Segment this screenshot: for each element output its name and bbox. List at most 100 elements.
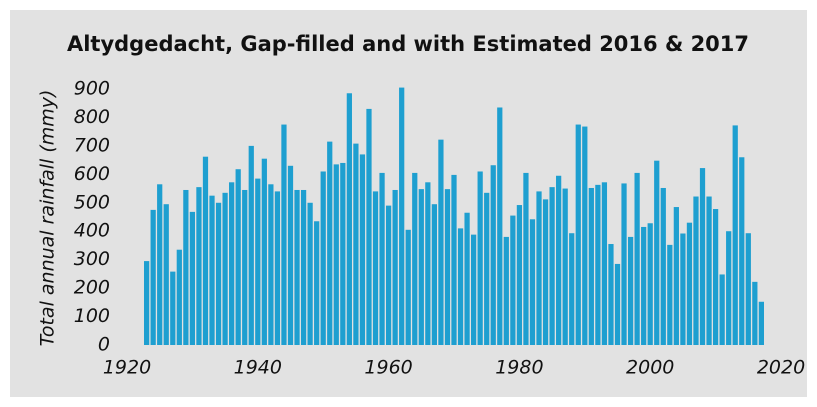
y-tick-label: 300 [74,248,110,270]
bar [523,172,529,345]
bar [654,160,660,345]
y-tick-label: 500 [74,191,110,213]
x-tick-label: 2000 [626,357,674,379]
bar [229,182,235,345]
bar [261,158,267,345]
bar [516,205,523,345]
bar [549,187,555,345]
bar [471,234,477,345]
bar [601,182,608,345]
bar [758,301,764,345]
bar [693,196,699,345]
bar [706,196,712,345]
bar [242,189,248,345]
bar [647,223,653,345]
bar [457,228,464,345]
bar [529,219,536,345]
bar [732,125,738,345]
bar [418,189,424,345]
bar [634,172,640,345]
bar [621,183,627,345]
bar [556,175,562,345]
bar [438,139,444,345]
bar [274,191,281,345]
y-tick-label: 900 [74,78,110,100]
bar [627,236,634,345]
bar [372,191,379,345]
bar [399,87,405,346]
x-tick-label: 1940 [234,357,282,379]
bar [222,192,228,345]
bar [333,164,339,345]
bar [745,233,751,345]
x-tick-label: 1980 [495,357,543,379]
bar [307,202,313,345]
bar [451,174,457,345]
bar [510,215,516,345]
bar [340,162,346,345]
bar [248,145,254,345]
bar [490,165,496,345]
bar [385,205,392,345]
y-tick-label: 400 [74,220,110,242]
bar [614,263,621,345]
bar [660,187,666,345]
chart-title: Altydgedacht, Gap-filled and with Estima… [67,32,749,56]
bar [680,233,686,345]
bar [327,141,333,345]
bar [699,168,706,345]
bar [673,207,679,345]
bar [752,281,758,345]
bar [588,187,594,345]
bar [477,171,483,345]
bar [686,222,693,345]
bar [235,169,241,345]
bar [712,209,719,345]
bar [425,182,431,345]
bar [562,188,568,345]
bar [314,221,320,345]
bar [739,157,745,345]
y-tick-label: 200 [74,277,110,299]
y-tick-label: 100 [74,305,110,327]
bar [189,211,196,345]
bar [726,231,732,345]
y-tick-label: 0 [98,334,110,356]
bar [202,156,209,345]
bar [379,172,385,345]
bar [392,189,398,345]
bar [157,184,163,345]
bar [497,107,503,345]
bar [215,202,222,345]
bar [346,93,352,346]
bar [431,204,437,345]
bar [464,212,470,345]
bar [719,274,725,345]
bar [150,209,156,345]
bar [503,236,509,345]
bar [294,189,300,345]
bar [595,184,601,345]
bar [320,171,326,345]
bar [281,124,287,345]
y-tick-label: 700 [74,134,110,156]
bar [608,244,614,345]
bar [353,143,359,345]
x-tick-label: 1920 [103,357,151,379]
y-tick-label: 800 [74,106,110,128]
x-tick-label: 2020 [757,357,805,379]
x-tick-label: 1960 [364,357,412,379]
bar [444,189,451,345]
bar [575,124,581,345]
bar [144,261,150,345]
bar [287,165,294,345]
bar [255,178,261,345]
bar [569,233,575,345]
bar [209,195,215,345]
bar [300,189,307,345]
bar [366,108,372,346]
bar [163,204,169,345]
bar [268,184,274,345]
bar [536,191,542,345]
